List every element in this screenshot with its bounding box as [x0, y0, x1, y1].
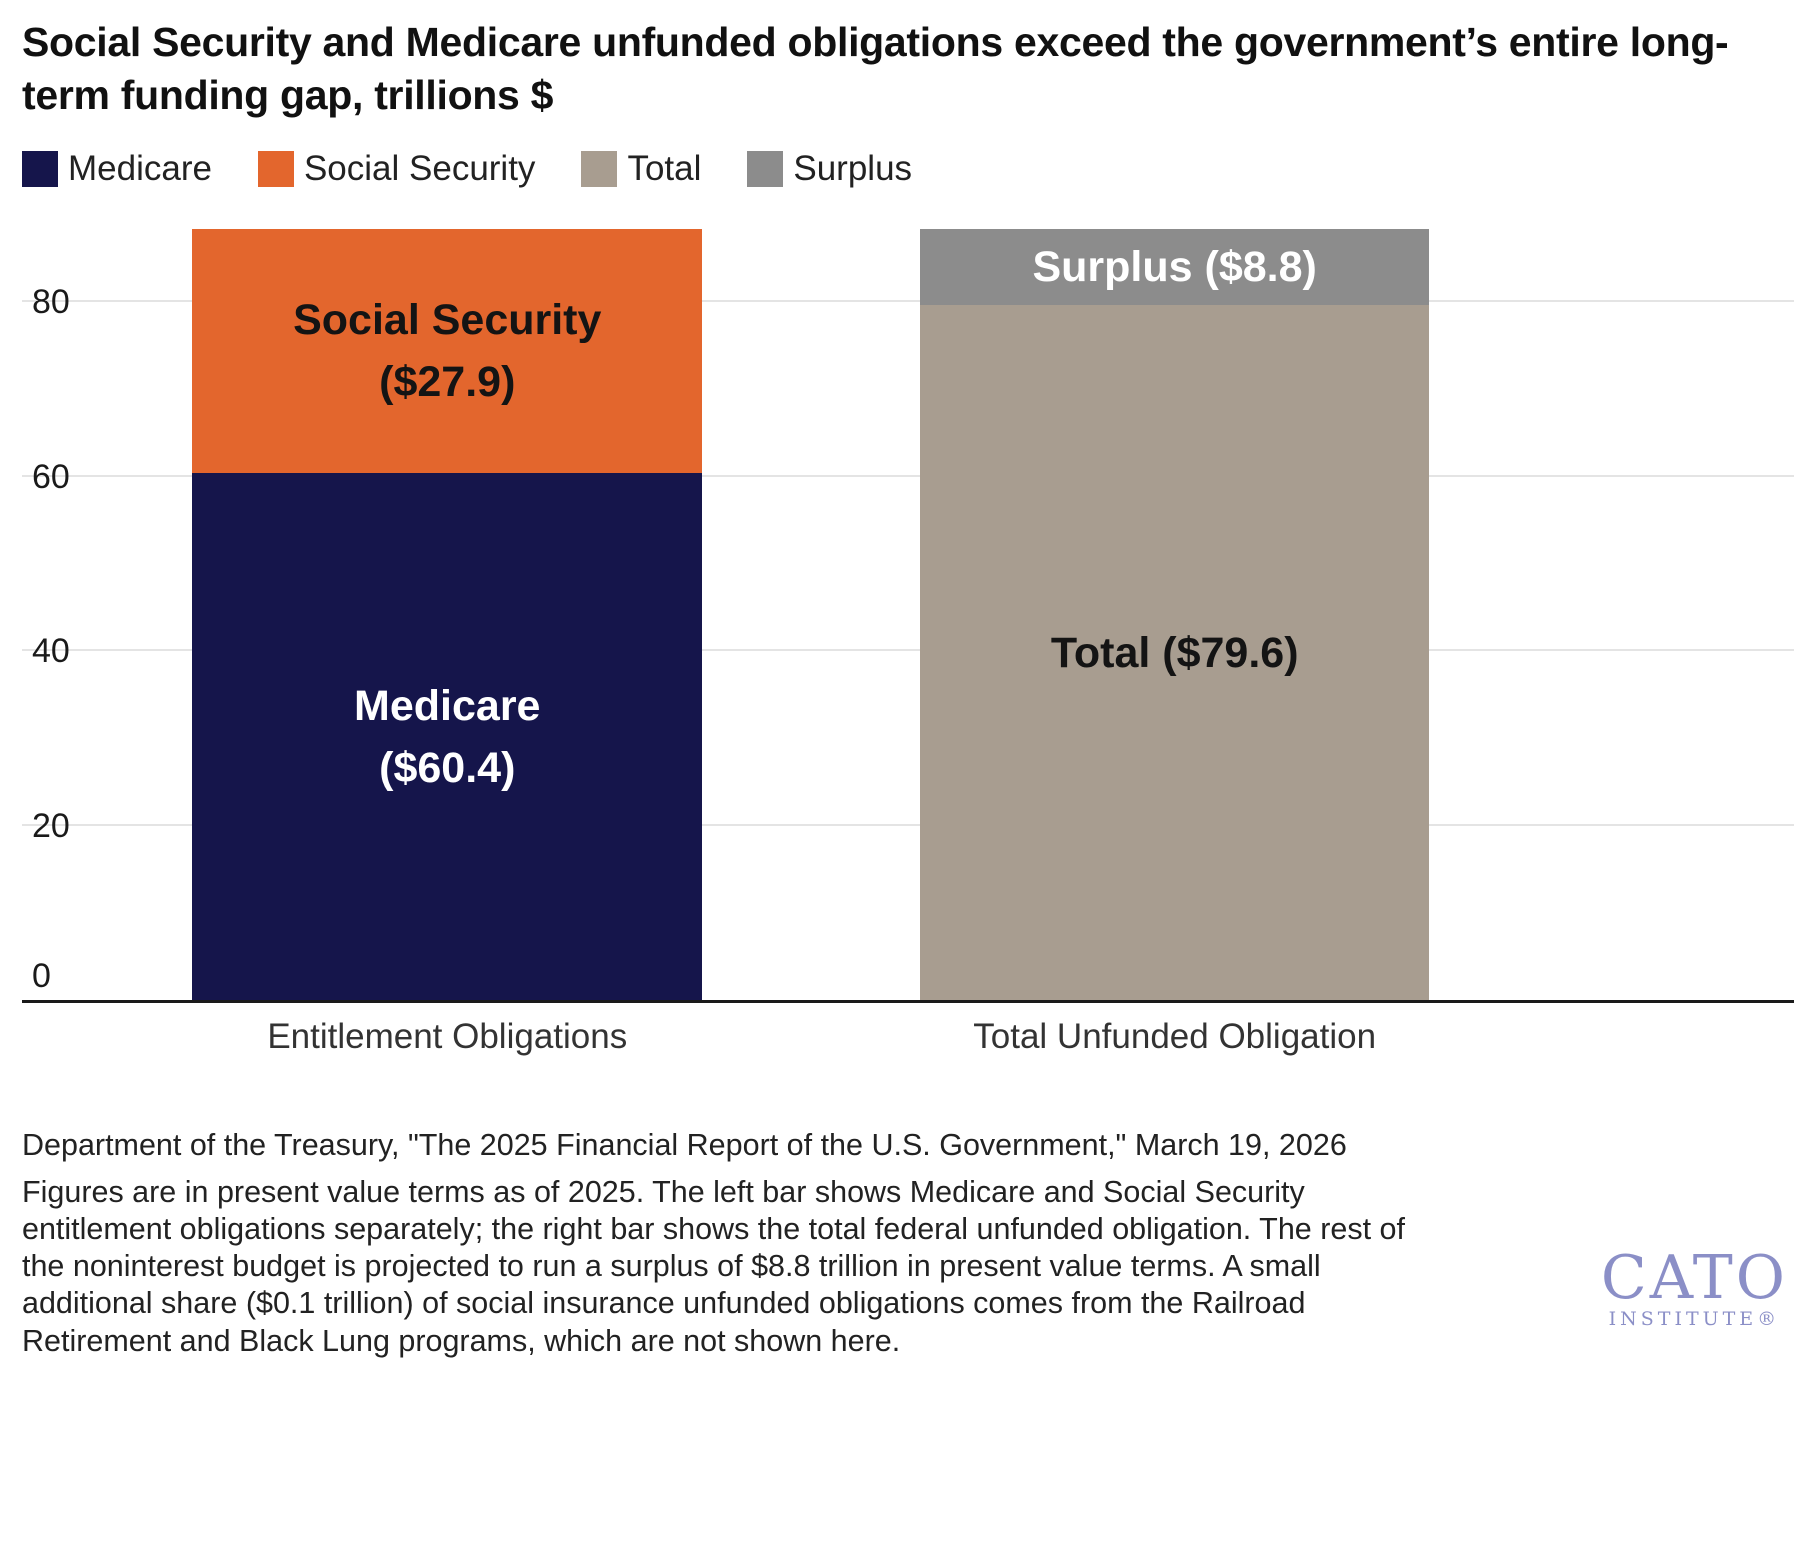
gridline — [22, 649, 1794, 652]
segment-label-social-security-line2: ($27.9) — [379, 358, 516, 407]
bar-segment-surplus: Surplus ($8.8) — [920, 228, 1429, 306]
segment-label-surplus: Surplus ($8.8) — [1032, 242, 1317, 291]
x-category-entitlement-obligations: Entitlement Obligations — [267, 1016, 628, 1056]
legend-swatch-medicare — [22, 150, 58, 187]
x-category-total-unfunded-obligation: Total Unfunded Obligation — [973, 1016, 1377, 1056]
legend-item-surplus: Surplus — [747, 149, 912, 189]
chart-title: Social Security and Medicare unfunded ob… — [22, 19, 1729, 119]
legend-label-social-security: Social Security — [303, 148, 536, 188]
gridline — [22, 823, 1794, 826]
legend-label-medicare: Medicare — [68, 148, 212, 188]
cato-logo-subtitle: INSTITUTE® — [1608, 1308, 1781, 1330]
legend-label-surplus: Surplus — [793, 148, 913, 188]
cato-institute-logo: CATO INSTITUTE® — [1601, 1248, 1788, 1329]
footnotes: Department of the Treasury, "The 2025 Fi… — [22, 1127, 1452, 1360]
legend-item-total: Total — [581, 149, 701, 189]
bar-segment-medicare: Medicare ($60.4) — [192, 473, 703, 1001]
bar-entitlement-obligations: Social Security ($27.9) Medicare ($60.4) — [192, 229, 703, 1001]
segment-label-total: Total ($79.6) — [1050, 628, 1299, 677]
y-tick-label: 60 — [32, 457, 70, 496]
source-line: Department of the Treasury, "The 2025 Fi… — [22, 1127, 1347, 1162]
bar-total-unfunded-obligation: Surplus ($8.8) Total ($79.6) — [920, 228, 1429, 1001]
legend-item-social-security: Social Security — [257, 148, 536, 189]
y-tick-label: 0 — [32, 956, 51, 995]
bar-segment-total: Total ($79.6) — [920, 305, 1429, 1001]
legend: Medicare Social Security Total Surplus — [22, 149, 1794, 189]
gridline — [22, 299, 1794, 302]
bar-segment-social-security: Social Security ($27.9) — [192, 229, 703, 474]
plot-area: Social Security ($27.9) Medicare ($60.4)… — [22, 228, 1794, 1003]
segment-label-medicare-line1: Medicare — [354, 681, 541, 730]
legend-item-medicare: Medicare — [22, 149, 212, 189]
y-tick-label: 80 — [32, 282, 70, 321]
legend-swatch-total — [581, 150, 618, 187]
segment-label-social-security-line1: Social Security — [293, 295, 602, 344]
segment-label-medicare-line2: ($60.4) — [379, 743, 516, 792]
y-tick-label: 40 — [32, 632, 70, 671]
x-axis-line — [22, 999, 1794, 1003]
x-axis-labels: Entitlement Obligations Total Unfunded O… — [22, 1017, 1794, 1063]
legend-swatch-social-security — [257, 150, 294, 187]
gridline — [22, 474, 1794, 477]
cato-logo-wordmark: CATO — [1600, 1243, 1788, 1313]
legend-swatch-surplus — [747, 150, 784, 187]
chart-figure: Social Security and Medicare unfunded ob… — [22, 19, 1794, 1360]
note-text: Figures are in present value terms as of… — [22, 1174, 1405, 1358]
y-tick-label: 20 — [32, 806, 70, 845]
legend-label-total: Total — [627, 148, 702, 188]
